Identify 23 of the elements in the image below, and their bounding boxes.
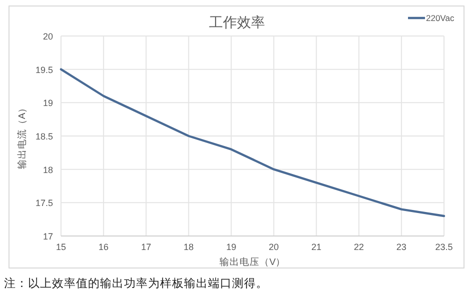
- x-tick-label: 17: [141, 242, 152, 252]
- y-tick-label: 17: [42, 232, 53, 242]
- y-tick-label: 17.5: [35, 198, 53, 208]
- y-tick-label: 19: [42, 98, 53, 108]
- x-tick-label: 21: [311, 242, 322, 252]
- y-tick-label: 19.5: [35, 64, 53, 75]
- y-tick-label: 20: [42, 32, 53, 42]
- text: 注：以上效率值的输出功率为样板输出端口测得。: [4, 276, 268, 290]
- x-tick-label: 23.5: [435, 242, 453, 252]
- y-tick-label: 18: [42, 164, 53, 175]
- legend-label: 220Vac: [426, 13, 455, 24]
- x-tick-label: 15: [56, 242, 66, 252]
- x-tick-label: 22: [354, 242, 364, 252]
- line-series: [60, 68, 446, 218]
- y-axis-title: 输出电流（A）: [16, 102, 28, 170]
- x-tick-label: 19: [226, 242, 236, 252]
- x-tick-label: 16: [98, 242, 109, 252]
- chart-title: 工作效率: [209, 14, 265, 30]
- x-axis-title: 输出电压（V）: [219, 256, 286, 268]
- x-tick-label: 23: [396, 242, 406, 252]
- y-tick-label: 18.5: [35, 132, 53, 142]
- x-tick-label: 20: [268, 242, 279, 252]
- x-tick-label: 18: [184, 242, 194, 252]
